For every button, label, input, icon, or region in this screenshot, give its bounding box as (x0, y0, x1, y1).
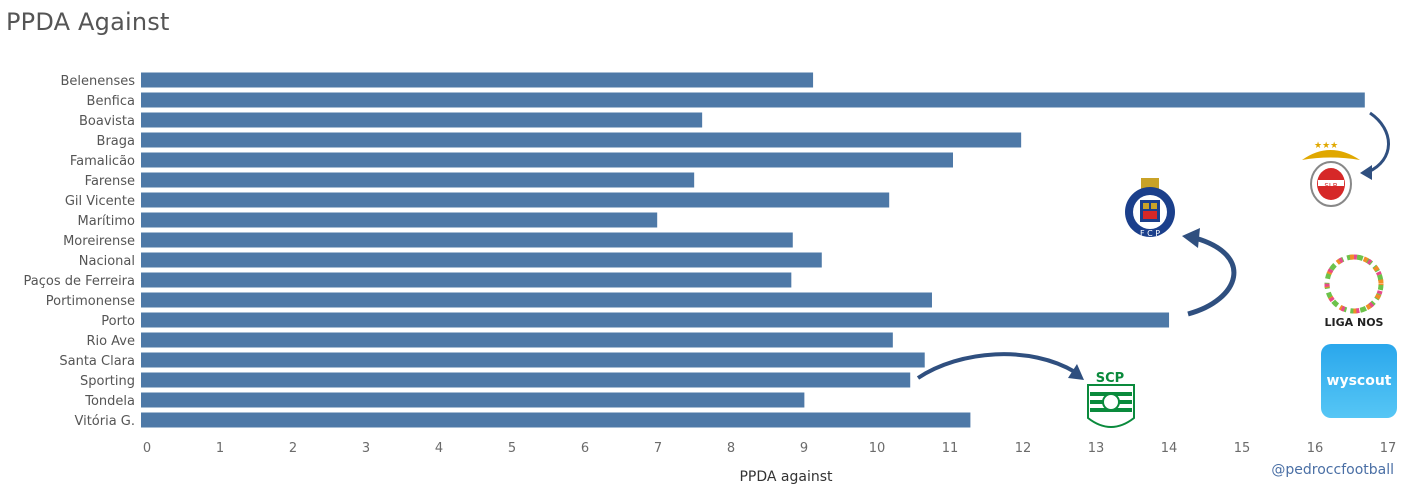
bar-santa-clara[interactable] (141, 352, 925, 368)
sporting-logo: SCP (1087, 371, 1135, 428)
arrow-head-sporting (1068, 364, 1084, 380)
bar-nacional[interactable] (141, 252, 822, 268)
x-tick-labels-group: 0 1 2 3 4 5 6 7 8 9 10 11 12 13 14 15 16 17 (143, 441, 1396, 456)
category-label: Belenenses (60, 74, 135, 89)
bar-rio-ave[interactable] (141, 332, 893, 348)
stars-icon: ★★★ (1314, 141, 1338, 151)
category-label: Porto (101, 314, 135, 329)
x-tick-label: 0 (143, 441, 151, 456)
x-tick-label: 10 (869, 441, 886, 456)
x-tick-label: 7 (654, 441, 662, 456)
bar-vit-ria-g-[interactable] (141, 412, 971, 428)
bar-famalic-o[interactable] (141, 152, 953, 168)
arrow-to-benfica (1367, 111, 1390, 174)
x-tick-label: 8 (727, 441, 735, 456)
bar-pa-os-de-ferreira[interactable] (141, 272, 792, 288)
x-tick-label: 4 (435, 441, 443, 456)
category-label: Vitória G. (74, 414, 135, 429)
bar-moreirense[interactable] (141, 232, 793, 248)
porto-logo: F C P (1125, 178, 1175, 238)
category-label: Farense (85, 174, 135, 189)
x-tick-label: 1 (216, 441, 224, 456)
bar-porto[interactable] (141, 312, 1170, 328)
category-label: Tondela (84, 394, 135, 409)
bar-benfica[interactable] (141, 92, 1365, 108)
x-tick-label: 6 (581, 441, 589, 456)
bar-portimonense[interactable] (141, 292, 932, 308)
benfica-logo: ★★★ SLB (1302, 141, 1360, 207)
x-tick-label: 11 (942, 441, 959, 456)
x-tick-label: 2 (289, 441, 297, 456)
arrow-head-benfica (1360, 165, 1372, 180)
category-label: Gil Vicente (65, 194, 135, 209)
category-label: Nacional (79, 254, 135, 269)
bar-gil-vicente[interactable] (141, 192, 890, 208)
svg-text:LIGA NOS: LIGA NOS (1325, 316, 1384, 329)
x-tick-label: 5 (508, 441, 516, 456)
chart-title: PPDA Against (6, 8, 170, 36)
x-tick-label: 14 (1161, 441, 1178, 456)
svg-text:SLB: SLB (1324, 182, 1337, 190)
svg-text:F C P: F C P (1140, 229, 1160, 238)
category-label: Moreirense (63, 234, 135, 249)
x-tick-label: 9 (800, 441, 808, 456)
wyscout-logo: wyscout (1321, 344, 1397, 418)
category-label: Benfica (87, 94, 135, 109)
bar-tondela[interactable] (141, 392, 805, 408)
credit-handle[interactable]: @pedroccfootball (1271, 462, 1394, 478)
category-label: Portimonense (46, 294, 135, 309)
svg-text:SCP: SCP (1096, 371, 1124, 386)
category-label: Sporting (80, 374, 135, 389)
arrow-head-porto (1182, 228, 1200, 248)
x-tick-label: 16 (1307, 441, 1324, 456)
x-tick-label: 13 (1088, 441, 1105, 456)
category-label: Famalicão (70, 154, 135, 169)
bar-belenenses[interactable] (141, 72, 814, 88)
bar-braga[interactable] (141, 132, 1022, 148)
category-label: Rio Ave (86, 334, 135, 349)
x-tick-label: 12 (1015, 441, 1032, 456)
arrow-to-porto (1187, 235, 1237, 317)
x-tick-label: 3 (362, 441, 370, 456)
category-label: Santa Clara (59, 354, 135, 369)
x-tick-label: 15 (1234, 441, 1251, 456)
bar-mar-timo[interactable] (141, 212, 658, 228)
bar-sporting[interactable] (141, 372, 911, 388)
category-label: Boavista (79, 114, 135, 129)
x-tick-label: 17 (1380, 441, 1397, 456)
bars-group (141, 72, 1365, 428)
arrow-to-sporting (916, 352, 1077, 380)
bar-farense[interactable] (141, 172, 695, 188)
bar-boavista[interactable] (141, 112, 703, 128)
category-labels-group: Belenenses Benfica Boavista Braga Famalicão F… (24, 74, 136, 429)
liga-nos-logo: LIGA NOS (1324, 254, 1384, 329)
category-label: Marítimo (78, 214, 136, 229)
x-axis-label: PPDA against (739, 469, 833, 485)
category-label: Braga (97, 134, 135, 149)
category-label: Paços de Ferreira (24, 274, 135, 289)
